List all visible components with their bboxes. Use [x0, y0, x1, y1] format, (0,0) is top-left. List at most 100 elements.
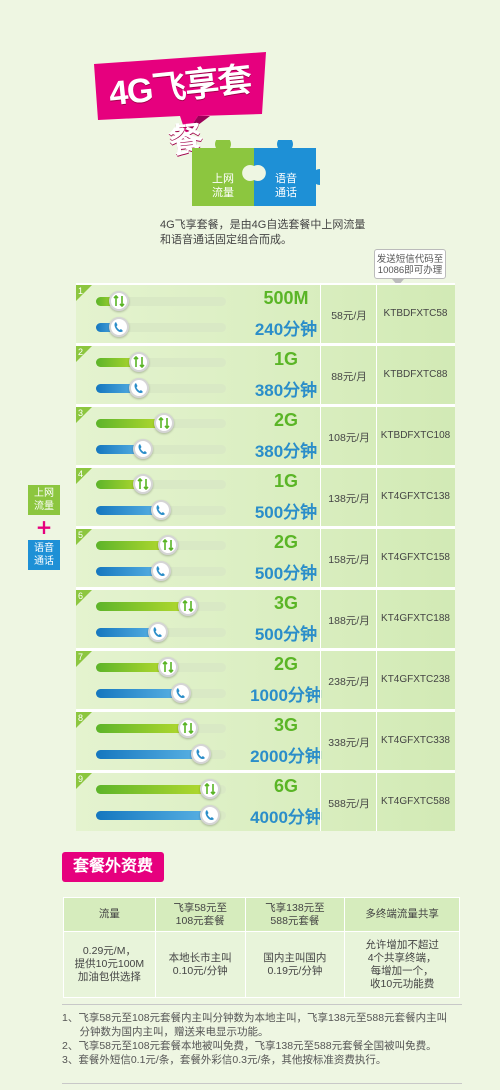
column-divider — [376, 651, 377, 709]
data-bar — [96, 358, 226, 367]
data-bar — [96, 602, 226, 611]
sms-code: KT4GFXTC158 — [381, 552, 450, 563]
column-divider — [376, 346, 377, 404]
extra-cell-data: 0.29元/M， 提供10元100M 加油包供选择 — [63, 931, 156, 998]
column-divider — [320, 468, 321, 526]
plan-number: 2 — [78, 347, 84, 357]
data-amount: 3G — [273, 715, 298, 735]
plan-row: 4 1G 500分钟 138元/月 KT4GFXTC138 — [76, 468, 455, 526]
voice-minutes: 500分钟 — [254, 625, 318, 644]
column-divider — [376, 285, 377, 343]
plan-row: 8 3G 2000分钟 338元/月 KT4GFXTC338 — [76, 712, 455, 770]
data-amount: 500M — [263, 288, 309, 308]
phone-icon — [109, 317, 129, 337]
phone-icon — [191, 744, 211, 764]
plan-price: 588元/月 — [328, 798, 370, 810]
column-divider — [320, 651, 321, 709]
data-bar-fill — [96, 541, 168, 550]
data-bar-fill — [96, 663, 168, 672]
voice-bar-fill — [96, 628, 158, 637]
phone-icon — [200, 805, 220, 825]
voice-bar-fill — [96, 323, 119, 332]
phone-icon — [171, 683, 191, 703]
plan-number-corner — [76, 407, 92, 423]
phone-icon — [151, 500, 171, 520]
voice-minutes: 500分钟 — [254, 564, 318, 583]
puzzle-data-label: 上网 流量 — [212, 173, 234, 199]
phone-icon — [148, 622, 168, 642]
plan-row: 1 500M 240分钟 58元/月 KTBDFXTC58 — [76, 285, 455, 343]
voice-minutes: 240分钟 — [254, 320, 318, 339]
column-divider — [320, 773, 321, 831]
plan-number-corner — [76, 590, 92, 606]
extra-cell-tier1: 本地长市主叫 0.10元/分钟 — [154, 931, 246, 998]
plan-number: 9 — [78, 774, 84, 784]
data-transfer-icon — [109, 291, 129, 311]
voice-bar-fill — [96, 750, 201, 759]
sms-code: KT4GFXTC588 — [381, 796, 450, 807]
side-data-label: 上网 流量 — [28, 485, 60, 515]
plan-row: 9 6G 4000分钟 588元/月 KT4GFXTC588 — [76, 773, 455, 831]
phone-icon — [129, 378, 149, 398]
data-transfer-icon — [133, 474, 153, 494]
plan-number-corner — [76, 529, 92, 545]
data-bar-fill — [96, 724, 188, 733]
extra-cell-share: 允许增加不超过 4个共享终端， 每增加一个， 收10元功能费 — [344, 931, 460, 998]
data-amount: 6G — [273, 776, 298, 796]
extra-header-share: 多终端流量共享 — [344, 897, 460, 932]
data-amount: 2G — [273, 654, 298, 674]
plan-number-corner — [76, 285, 92, 301]
voice-bar-fill — [96, 384, 139, 393]
plan-row: 3 2G 380分钟 108元/月 KTBDFXTC108 — [76, 407, 455, 465]
sms-code: KTBDFXTC88 — [383, 369, 448, 380]
data-transfer-icon — [154, 413, 174, 433]
plan-row: 2 1G 380分钟 88元/月 KTBDFXTC88 — [76, 346, 455, 404]
plan-number-corner — [76, 651, 92, 667]
sms-code: KT4GFXTC338 — [381, 735, 450, 746]
data-transfer-icon — [158, 657, 178, 677]
plan-number-corner — [76, 773, 92, 789]
data-bar-fill — [96, 602, 188, 611]
plan-table: 1 500M 240分钟 58元/月 KTBDFXTC58 2 1G 380分钟 88元/月 KT… — [76, 283, 455, 831]
voice-bar — [96, 445, 226, 454]
data-amount: 1G — [273, 471, 298, 491]
column-divider — [376, 590, 377, 648]
title-banner — [94, 52, 266, 134]
intro-text: 4G飞享套餐，是由4G自选套餐中上网流量和语音通话固定组合而成。 — [160, 219, 366, 246]
voice-bar — [96, 323, 226, 332]
column-divider — [376, 468, 377, 526]
voice-bar — [96, 689, 226, 698]
note-line: 分钟数为国内主叫，赠送来电显示功能。 — [62, 1026, 269, 1038]
plan-number-corner — [76, 712, 92, 728]
data-transfer-icon — [200, 779, 220, 799]
voice-bar-fill — [96, 506, 161, 515]
column-divider — [320, 285, 321, 343]
voice-minutes: 380分钟 — [254, 442, 318, 461]
data-bar-fill — [96, 785, 210, 794]
plan-number: 6 — [78, 591, 84, 601]
voice-bar — [96, 811, 226, 820]
side-voice-label: 语音 通话 — [28, 540, 60, 570]
plan-number: 3 — [78, 408, 84, 418]
data-bar-fill — [96, 419, 164, 428]
note-line: 3、套餐外短信0.1元/条，套餐外彩信0.3元/条，其他按标准资费执行。 — [62, 1054, 387, 1066]
data-amount: 1G — [273, 349, 298, 369]
plan-number-corner — [76, 346, 92, 362]
sms-code: KT4GFXTC238 — [381, 674, 450, 685]
puzzle-icon — [192, 140, 320, 206]
column-divider — [376, 773, 377, 831]
notes-divider — [62, 1004, 462, 1005]
plan-price: 238元/月 — [328, 676, 370, 688]
sms-code: KTBDFXTC108 — [380, 430, 451, 441]
sms-note-tail — [392, 279, 404, 286]
extra-header-tier2: 飞享138元至 588元套餐 — [244, 897, 346, 932]
data-amount: 2G — [273, 410, 298, 430]
column-divider — [320, 407, 321, 465]
extra-header-tier1: 飞享58元至 108元套餐 — [154, 897, 246, 932]
notes-divider-bottom — [62, 1083, 462, 1084]
data-transfer-icon — [129, 352, 149, 372]
plan-number: 8 — [78, 713, 84, 723]
extra-header-data: 流量 — [63, 897, 156, 932]
data-transfer-icon — [178, 718, 198, 738]
voice-bar-fill — [96, 567, 161, 576]
